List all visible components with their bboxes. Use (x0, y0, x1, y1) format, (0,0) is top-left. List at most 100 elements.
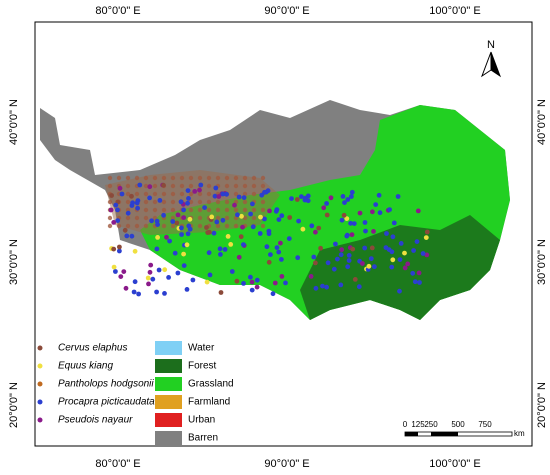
occurrence-point (170, 207, 176, 213)
occurrence-point (270, 291, 276, 297)
occurrence-point (224, 191, 230, 197)
occurrence-point (239, 213, 244, 219)
occurrence-point (197, 187, 202, 193)
occurrence-point (333, 241, 338, 247)
occurrence-point (324, 284, 329, 290)
occurrence-point (370, 209, 375, 215)
scale-bar-segment (431, 432, 458, 436)
legend-label: Urban (188, 415, 215, 426)
occurrence-point (309, 223, 315, 229)
occurrence-point (125, 199, 131, 205)
occurrence-point (134, 215, 140, 221)
occurrence-point (161, 199, 167, 205)
occurrence-point (143, 215, 149, 221)
occurrence-point (368, 256, 374, 261)
occurrence-point (287, 215, 293, 220)
lon-label: 100°0'0" E (429, 5, 480, 17)
legend-marker (37, 363, 43, 369)
occurrence-point (107, 199, 113, 205)
occurrence-point (233, 183, 239, 189)
occurrence-point (185, 231, 191, 237)
occurrence-point (414, 239, 420, 245)
legend-label: Farmland (188, 397, 230, 408)
occurrence-point (150, 276, 156, 282)
occurrence-point (184, 242, 190, 248)
occurrence-point (411, 248, 416, 253)
occurrence-point (222, 247, 228, 252)
occurrence-point (349, 232, 355, 238)
occurrence-point (387, 207, 392, 213)
occurrence-point (175, 270, 181, 276)
occurrence-point (135, 205, 141, 211)
occurrence-point (181, 215, 187, 221)
occurrence-point (242, 191, 248, 197)
occurrence-point (232, 202, 237, 208)
arrow-half (490, 51, 502, 78)
occurrence-point (389, 264, 395, 270)
occurrence-point (143, 191, 149, 197)
occurrence-point (225, 234, 231, 239)
occurrence-point (417, 280, 422, 285)
legend-label: Grassland (188, 379, 234, 390)
scale-label: 125 (411, 420, 425, 429)
occurrence-point (181, 207, 187, 213)
occurrence-point (197, 207, 203, 213)
occurrence-point (161, 223, 167, 229)
occurrence-point (207, 229, 212, 235)
occurrence-point (215, 223, 221, 229)
occurrence-point (111, 264, 117, 270)
occurrence-point (118, 274, 124, 279)
legend-marker (37, 417, 43, 423)
occurrence-point (251, 191, 257, 197)
occurrence-point (286, 236, 292, 242)
occurrence-point (107, 175, 113, 181)
occurrence-point (233, 207, 239, 213)
occurrence-point (164, 234, 169, 240)
occurrence-point (170, 215, 176, 221)
legend-label: Procapra picticaudata (58, 397, 155, 408)
occurrence-point (145, 275, 151, 281)
legend-label: Barren (188, 433, 218, 444)
occurrence-point (161, 182, 166, 188)
occurrence-point (390, 257, 396, 263)
occurrence-point (185, 200, 191, 206)
occurrence-point (170, 223, 176, 229)
occurrence-point (410, 270, 416, 276)
occurrence-point (155, 222, 161, 228)
occurrence-point (424, 229, 430, 235)
lon-label: 100°0'0" E (429, 458, 480, 470)
occurrence-point (215, 207, 221, 213)
occurrence-point (197, 199, 203, 205)
occurrence-point (249, 279, 255, 285)
occurrence-point (216, 194, 222, 199)
occurrence-point (174, 220, 180, 226)
occurrence-point (113, 202, 119, 208)
occurrence-point (161, 175, 167, 181)
occurrence-point (346, 258, 352, 263)
occurrence-point (113, 269, 118, 274)
occurrence-point (224, 215, 230, 221)
occurrence-point (119, 191, 125, 197)
occurrence-point (157, 198, 163, 203)
occurrence-point (278, 240, 283, 246)
occurrence-point (218, 252, 223, 257)
occurrence-point (152, 191, 158, 197)
occurrence-point (362, 245, 368, 251)
occurrence-point (143, 223, 149, 229)
occurrence-point (147, 184, 153, 190)
occurrence-point (124, 233, 130, 239)
occurrence-point (339, 217, 345, 223)
occurrence-point (154, 289, 160, 295)
occurrence-point (206, 191, 212, 197)
occurrence-point (260, 199, 266, 205)
forest-region (300, 215, 500, 320)
occurrence-point (320, 283, 325, 289)
occurrence-point (294, 197, 300, 202)
occurrence-point (207, 272, 213, 278)
legend-marker (37, 345, 43, 351)
occurrence-point (376, 192, 382, 198)
occurrence-point (242, 207, 248, 213)
lat-label: 20°0'0" N (8, 382, 20, 428)
occurrence-point (224, 183, 230, 189)
